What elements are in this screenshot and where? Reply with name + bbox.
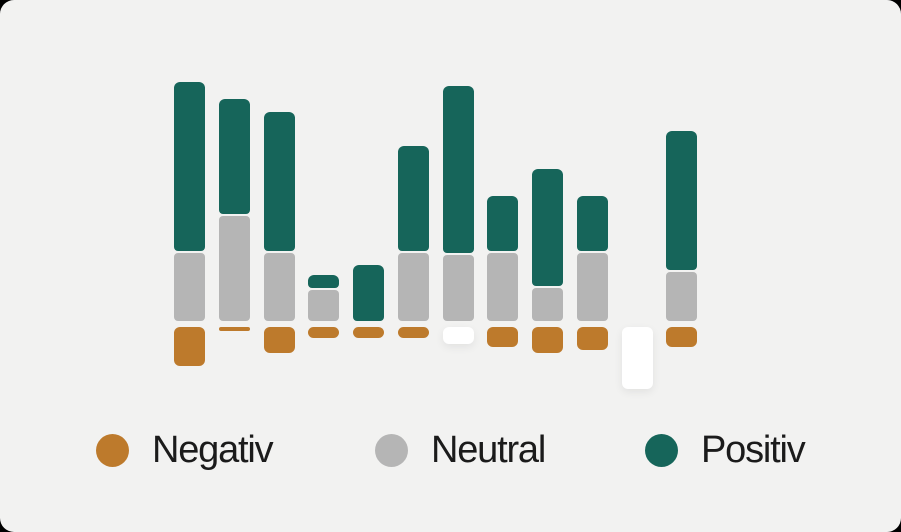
bar-6-neutral-segment[interactable]	[397, 253, 429, 321]
bar-1-positive-segment[interactable]	[174, 82, 205, 251]
legend-item-neutral[interactable]: Neutral	[375, 429, 546, 471]
bar-3-positive-segment[interactable]	[263, 112, 295, 251]
legend-dot-neutral	[375, 433, 408, 467]
bar-2-positive-segment[interactable]	[218, 99, 250, 214]
bar-9-negative-segment[interactable]	[532, 327, 563, 353]
bar-6-positive-segment[interactable]	[397, 146, 429, 251]
bar-7-neutral-segment[interactable]	[442, 255, 474, 321]
bar-1-neutral-segment[interactable]	[174, 253, 205, 321]
legend-label: Neutral	[431, 429, 546, 471]
chart-legend: Negativ Neutral Positiv	[0, 429, 901, 471]
legend-label: Negativ	[152, 429, 274, 471]
legend-label: Positiv	[701, 429, 806, 471]
bar-10-negative-segment[interactable]	[576, 327, 608, 350]
legend-dot-positiv	[645, 433, 678, 467]
bar-4-positive-segment[interactable]	[308, 275, 340, 288]
bar-6-negative-segment[interactable]	[397, 327, 429, 338]
bar-12-positive-segment[interactable]	[666, 131, 698, 270]
bar-5-negative-segment[interactable]	[353, 327, 384, 338]
bar-8-positive-segment[interactable]	[487, 196, 519, 251]
bar-3-negative-segment[interactable]	[263, 327, 295, 353]
bar-7-negative-segment-missing[interactable]	[442, 327, 474, 344]
bar-2-neutral-segment[interactable]	[218, 216, 250, 321]
bar-9-neutral-segment[interactable]	[532, 288, 563, 321]
bar-5-positive-segment[interactable]	[353, 265, 384, 321]
bar-8-neutral-segment[interactable]	[487, 253, 519, 321]
bar-3-neutral-segment[interactable]	[263, 253, 295, 321]
bar-4-negative-segment[interactable]	[308, 327, 340, 338]
legend-item-positiv[interactable]: Positiv	[645, 429, 806, 471]
legend-item-negativ[interactable]: Negativ	[96, 429, 274, 471]
bar-10-positive-segment[interactable]	[576, 196, 608, 251]
bar-10-neutral-segment[interactable]	[576, 253, 608, 321]
bar-4-neutral-segment[interactable]	[308, 290, 340, 321]
bar-12-neutral-segment[interactable]	[666, 272, 698, 321]
bar-7-positive-segment[interactable]	[442, 86, 474, 253]
legend-dot-negativ	[96, 433, 129, 467]
bar-1-negative-segment[interactable]	[174, 327, 205, 366]
bar-12-negative-segment[interactable]	[666, 327, 698, 347]
bar-2-negative-segment[interactable]	[218, 327, 250, 331]
bar-9-positive-segment[interactable]	[532, 169, 563, 286]
bar-11-negative-segment-missing[interactable]	[621, 327, 653, 389]
bar-8-negative-segment[interactable]	[487, 327, 519, 347]
